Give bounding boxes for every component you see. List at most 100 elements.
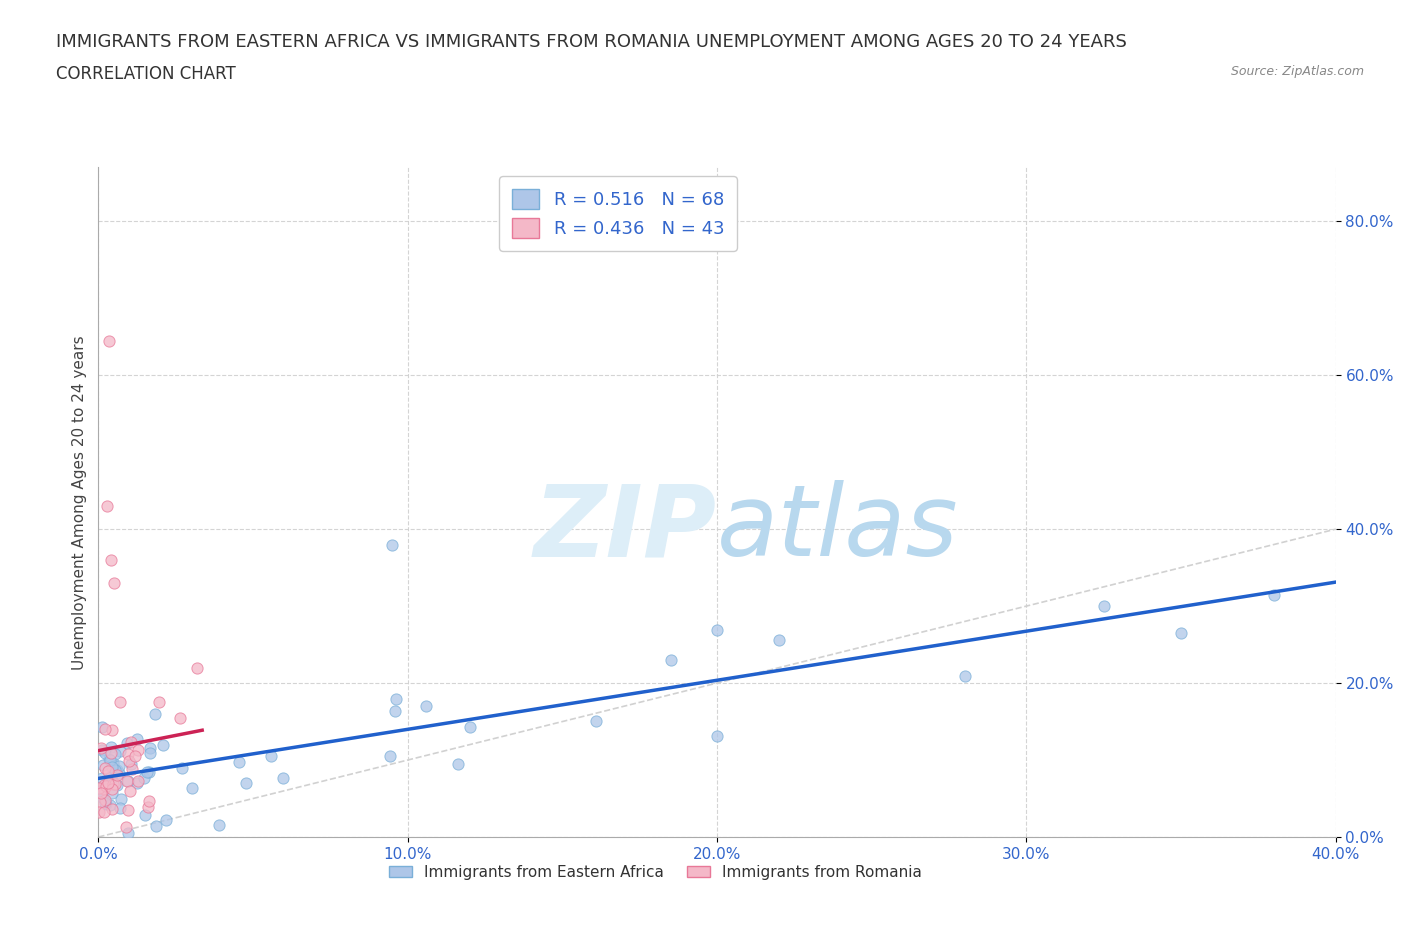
Legend: Immigrants from Eastern Africa, Immigrants from Romania: Immigrants from Eastern Africa, Immigran… [382,859,928,886]
Point [1263,588,1285,603]
Point [120,735,142,750]
Point [186,660,208,675]
Point [93,782,115,797]
Point [139,740,162,755]
Point [117,736,139,751]
Point [94,722,117,737]
Point [104,763,127,777]
Point [415,698,437,713]
Point [768,633,790,648]
Point [180,781,202,796]
Point [108,744,131,759]
Point [117,774,139,789]
Point [384,704,406,719]
Point [100,739,122,754]
Point [94,797,117,812]
Point [378,749,401,764]
Point [105,777,128,792]
Point [90,786,112,801]
Point [134,808,156,823]
Point [117,825,139,840]
Point [93,746,115,761]
Point [101,777,124,791]
Point [115,774,138,789]
Point [208,817,231,832]
Point [706,729,728,744]
Point [169,711,191,726]
Point [127,742,149,757]
Point [152,737,174,752]
Point [103,576,125,591]
Text: Source: ZipAtlas.com: Source: ZipAtlas.com [1230,65,1364,78]
Point [94,792,117,807]
Point [136,764,159,779]
Point [101,802,124,817]
Point [235,776,257,790]
Point [170,761,193,776]
Point [148,695,170,710]
Point [1170,626,1192,641]
Point [120,783,142,798]
Point [90,770,112,785]
Point [100,746,122,761]
Point [101,760,124,775]
Point [90,786,112,801]
Point [110,801,132,816]
Point [381,538,404,552]
Point [458,719,481,734]
Point [145,818,167,833]
Point [98,333,121,348]
Point [132,771,155,786]
Point [107,763,129,777]
Point [101,786,124,801]
Point [93,804,115,819]
Point [104,747,127,762]
Point [97,751,120,766]
Point [93,780,115,795]
Point [138,793,160,808]
Point [1092,599,1115,614]
Point [706,622,728,637]
Y-axis label: Unemployment Among Ages 20 to 24 years: Unemployment Among Ages 20 to 24 years [72,335,87,670]
Point [100,723,122,737]
Text: ZIP: ZIP [534,481,717,578]
Point [585,714,607,729]
Point [89,781,111,796]
Point [125,776,148,790]
Point [117,803,139,817]
Point [90,743,112,758]
Point [98,797,121,812]
Point [659,653,682,668]
Point [953,669,976,684]
Point [101,781,124,796]
Point [90,783,112,798]
Point [104,777,127,791]
Point [97,764,120,778]
Point [385,691,408,706]
Point [96,498,118,513]
Point [89,794,111,809]
Point [100,552,122,567]
Point [97,775,120,790]
Point [143,707,166,722]
Point [94,778,117,793]
Point [139,746,162,761]
Point [90,790,112,804]
Point [228,755,250,770]
Point [271,770,294,785]
Point [155,813,177,828]
Point [110,791,132,806]
Point [93,777,115,792]
Point [105,767,128,782]
Point [98,752,121,767]
Text: CORRELATION CHART: CORRELATION CHART [56,65,236,83]
Point [107,765,129,780]
Point [121,762,143,777]
Text: IMMIGRANTS FROM EASTERN AFRICA VS IMMIGRANTS FROM ROMANIA UNEMPLOYMENT AMONG AGE: IMMIGRANTS FROM EASTERN AFRICA VS IMMIGR… [56,33,1128,50]
Point [127,774,149,789]
Point [91,758,114,773]
Point [90,741,112,756]
Point [101,755,124,770]
Point [89,804,111,819]
Text: atlas: atlas [717,481,959,578]
